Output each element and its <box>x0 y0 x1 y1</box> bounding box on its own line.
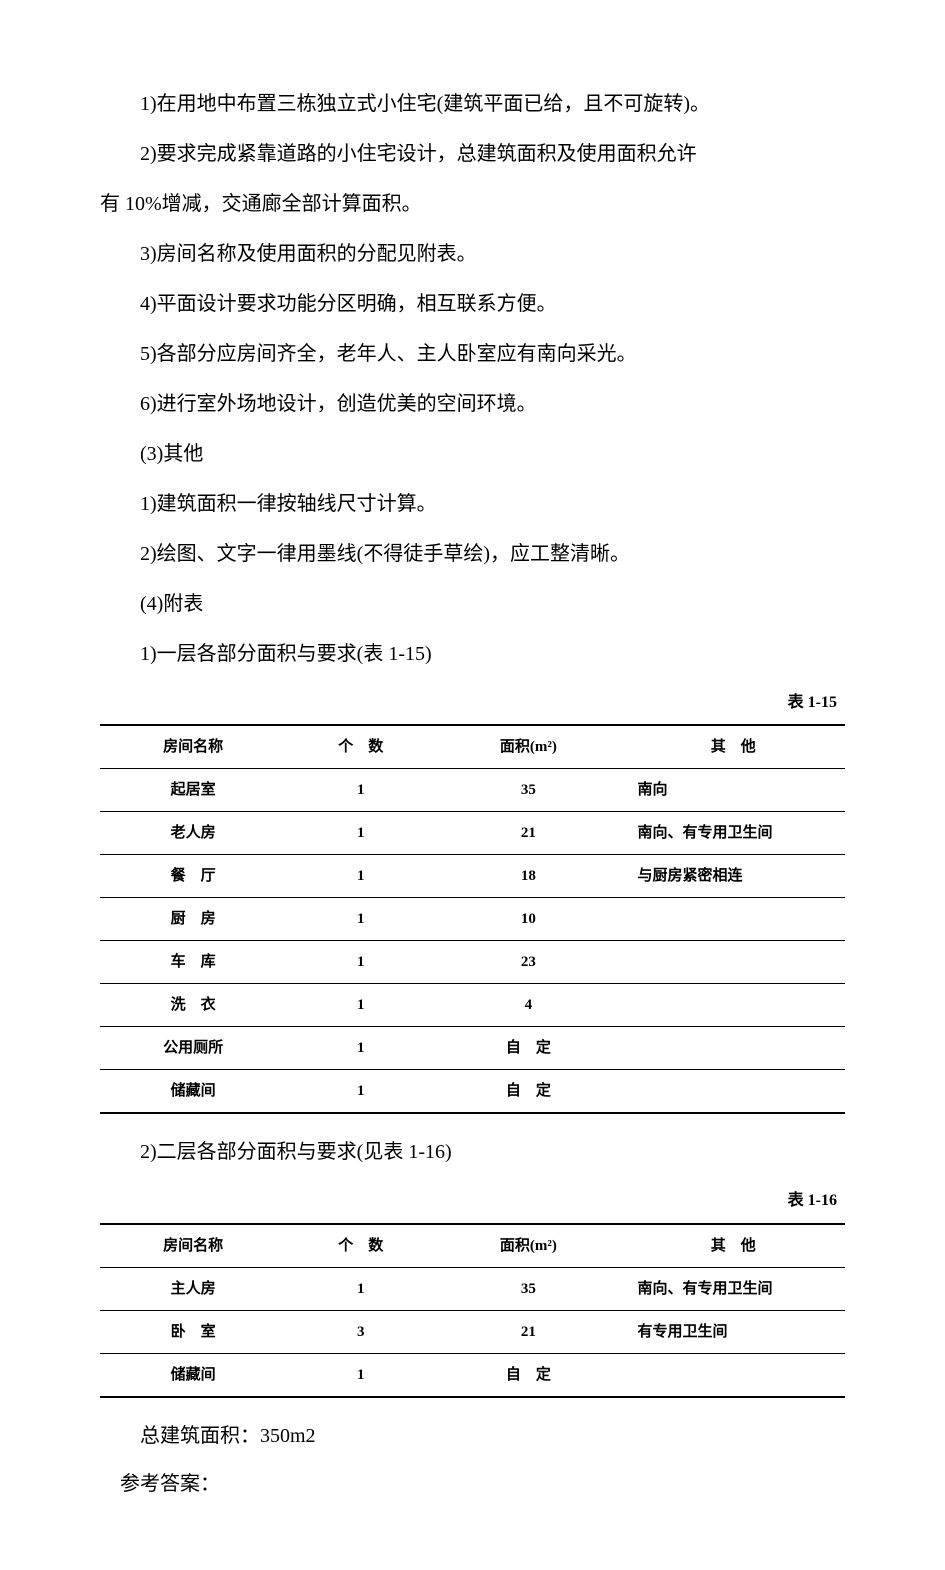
table-header-cell: 个 数 <box>286 1224 435 1268</box>
cell-count: 1 <box>286 984 435 1027</box>
list-item: 4)平面设计要求功能分区明确，相互联系方便。 <box>100 280 845 328</box>
cell-name: 厨 房 <box>100 898 286 941</box>
cell-area: 23 <box>435 941 621 984</box>
cell-count: 1 <box>286 1267 435 1310</box>
list-item: 2)绘图、文字一律用墨线(不得徒手草绘)，应工整清晰。 <box>100 530 845 578</box>
document-body: 1)在用地中布置三栋独立式小住宅(建筑平面已给，且不可旋转)。 2)要求完成紧靠… <box>100 80 845 1508</box>
cell-name: 餐 厅 <box>100 855 286 898</box>
cell-area: 4 <box>435 984 621 1027</box>
cell-other <box>622 1070 846 1114</box>
table-floor1: 房间名称 个 数 面积(m²) 其 他 起居室 1 35 南向 老人房 1 21… <box>100 724 845 1114</box>
cell-other: 南向、有专用卫生间 <box>622 1267 846 1310</box>
table-row: 储藏间 1 自 定 <box>100 1070 845 1114</box>
cell-count: 1 <box>286 769 435 812</box>
cell-area: 18 <box>435 855 621 898</box>
cell-name: 老人房 <box>100 812 286 855</box>
list-item: 3)房间名称及使用面积的分配见附表。 <box>100 230 845 278</box>
cell-other <box>622 984 846 1027</box>
section-heading: (3)其他 <box>100 430 845 478</box>
cell-count: 3 <box>286 1310 435 1353</box>
cell-other: 有专用卫生间 <box>622 1310 846 1353</box>
list-item: 1)一层各部分面积与要求(表 1-15) <box>100 630 845 678</box>
table-header-cell: 面积(m²) <box>435 725 621 769</box>
list-item: 2)二层各部分面积与要求(见表 1-16) <box>100 1128 845 1176</box>
table-header-cell: 房间名称 <box>100 725 286 769</box>
table-row: 卧 室 3 21 有专用卫生间 <box>100 1310 845 1353</box>
cell-count: 1 <box>286 1070 435 1114</box>
cell-other: 南向 <box>622 769 846 812</box>
cell-count: 1 <box>286 1353 435 1397</box>
cell-name: 洗 衣 <box>100 984 286 1027</box>
cell-name: 公用厕所 <box>100 1027 286 1070</box>
table-header-row: 房间名称 个 数 面积(m²) 其 他 <box>100 725 845 769</box>
cell-area: 21 <box>435 812 621 855</box>
table-header-cell: 其 他 <box>622 725 846 769</box>
list-item-cont: 有 10%增减，交通廊全部计算面积。 <box>100 180 845 228</box>
table-row: 公用厕所 1 自 定 <box>100 1027 845 1070</box>
table-row: 车 库 1 23 <box>100 941 845 984</box>
cell-area: 10 <box>435 898 621 941</box>
table-header-cell: 其 他 <box>622 1224 846 1268</box>
cell-area: 21 <box>435 1310 621 1353</box>
table-header-cell: 个 数 <box>286 725 435 769</box>
cell-area: 自 定 <box>435 1070 621 1114</box>
cell-other <box>622 941 846 984</box>
list-item: 5)各部分应房间齐全，老年人、主人卧室应有南向采光。 <box>100 330 845 378</box>
total-area: 总建筑面积：350m2 <box>100 1412 845 1460</box>
cell-area: 35 <box>435 1267 621 1310</box>
cell-area: 自 定 <box>435 1353 621 1397</box>
cell-count: 1 <box>286 898 435 941</box>
table-row: 厨 房 1 10 <box>100 898 845 941</box>
answer-heading: 参考答案： <box>100 1460 845 1508</box>
cell-other: 与厨房紧密相连 <box>622 855 846 898</box>
cell-other: 南向、有专用卫生间 <box>622 812 846 855</box>
list-item: 6)进行室外场地设计，创造优美的空间环境。 <box>100 380 845 428</box>
table-row: 主人房 1 35 南向、有专用卫生间 <box>100 1267 845 1310</box>
cell-name: 储藏间 <box>100 1353 286 1397</box>
table-row: 餐 厅 1 18 与厨房紧密相连 <box>100 855 845 898</box>
cell-area: 35 <box>435 769 621 812</box>
list-item: 1)在用地中布置三栋独立式小住宅(建筑平面已给，且不可旋转)。 <box>100 80 845 128</box>
table-row: 储藏间 1 自 定 <box>100 1353 845 1397</box>
table-caption: 表 1-16 <box>100 1182 845 1220</box>
list-item: 2)要求完成紧靠道路的小住宅设计，总建筑面积及使用面积允许 <box>100 130 845 178</box>
cell-other <box>622 1027 846 1070</box>
table-row: 洗 衣 1 4 <box>100 984 845 1027</box>
table-header-cell: 面积(m²) <box>435 1224 621 1268</box>
list-item: 1)建筑面积一律按轴线尺寸计算。 <box>100 480 845 528</box>
cell-count: 1 <box>286 1027 435 1070</box>
table-header-cell: 房间名称 <box>100 1224 286 1268</box>
cell-name: 储藏间 <box>100 1070 286 1114</box>
cell-other <box>622 1353 846 1397</box>
cell-other <box>622 898 846 941</box>
cell-area: 自 定 <box>435 1027 621 1070</box>
cell-count: 1 <box>286 941 435 984</box>
cell-count: 1 <box>286 855 435 898</box>
cell-name: 卧 室 <box>100 1310 286 1353</box>
section-heading: (4)附表 <box>100 580 845 628</box>
table-header-row: 房间名称 个 数 面积(m²) 其 他 <box>100 1224 845 1268</box>
table-row: 起居室 1 35 南向 <box>100 769 845 812</box>
cell-name: 车 库 <box>100 941 286 984</box>
table-row: 老人房 1 21 南向、有专用卫生间 <box>100 812 845 855</box>
cell-count: 1 <box>286 812 435 855</box>
cell-name: 主人房 <box>100 1267 286 1310</box>
table-caption: 表 1-15 <box>100 684 845 722</box>
cell-name: 起居室 <box>100 769 286 812</box>
table-floor2: 房间名称 个 数 面积(m²) 其 他 主人房 1 35 南向、有专用卫生间 卧… <box>100 1223 845 1398</box>
